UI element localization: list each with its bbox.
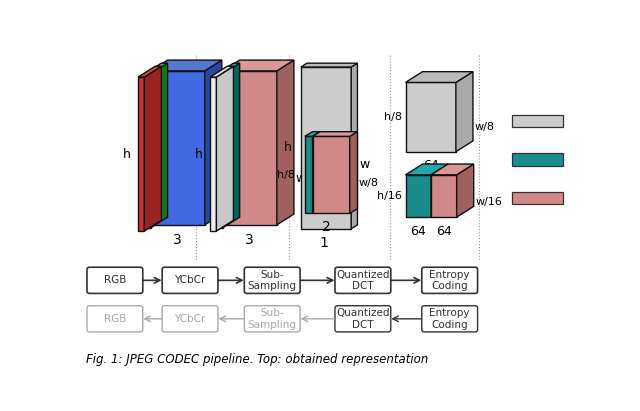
Polygon shape	[145, 63, 168, 74]
FancyBboxPatch shape	[513, 153, 563, 166]
Polygon shape	[406, 175, 431, 217]
Polygon shape	[223, 63, 239, 228]
Polygon shape	[406, 72, 473, 83]
Polygon shape	[312, 136, 349, 213]
FancyBboxPatch shape	[162, 306, 218, 332]
FancyBboxPatch shape	[162, 267, 218, 293]
Text: Sub-
Sampling: Sub- Sampling	[248, 270, 297, 291]
Polygon shape	[216, 63, 239, 74]
Text: RGB: RGB	[104, 314, 126, 324]
Text: w: w	[223, 172, 234, 185]
Polygon shape	[216, 74, 223, 228]
Text: 1: 1	[320, 236, 328, 249]
FancyBboxPatch shape	[244, 267, 300, 293]
Polygon shape	[150, 63, 168, 228]
Text: Entropy
Coding: Entropy Coding	[429, 270, 470, 291]
Polygon shape	[223, 60, 294, 71]
FancyBboxPatch shape	[513, 192, 563, 204]
Polygon shape	[301, 63, 358, 67]
Text: 64: 64	[436, 224, 452, 238]
Polygon shape	[456, 72, 473, 152]
Text: h/8: h/8	[278, 170, 296, 180]
FancyBboxPatch shape	[87, 306, 143, 332]
Text: Quantized
DCT: Quantized DCT	[336, 270, 390, 291]
Polygon shape	[145, 74, 150, 228]
Polygon shape	[150, 71, 205, 225]
Polygon shape	[205, 60, 222, 225]
FancyBboxPatch shape	[422, 267, 477, 293]
Text: Entropy
Coding: Entropy Coding	[429, 308, 470, 330]
Polygon shape	[406, 164, 448, 175]
Text: Sub-
Sampling: Sub- Sampling	[248, 308, 297, 330]
Polygon shape	[305, 136, 312, 213]
Polygon shape	[457, 164, 474, 217]
FancyBboxPatch shape	[513, 115, 563, 127]
Polygon shape	[431, 175, 457, 217]
FancyBboxPatch shape	[335, 267, 391, 293]
Polygon shape	[277, 60, 294, 225]
Text: 3: 3	[244, 233, 253, 247]
Text: 2: 2	[322, 220, 331, 234]
Text: Quantized
DCT: Quantized DCT	[336, 308, 390, 330]
Text: 64: 64	[423, 159, 438, 172]
Text: h/8: h/8	[383, 112, 402, 122]
Polygon shape	[150, 60, 222, 71]
Polygon shape	[312, 132, 320, 213]
Text: h: h	[195, 148, 202, 161]
Polygon shape	[301, 67, 351, 229]
Polygon shape	[210, 77, 216, 231]
Text: w: w	[359, 157, 369, 171]
Text: w/8: w/8	[359, 178, 379, 187]
Polygon shape	[312, 132, 358, 136]
Text: YCbCr: YCbCr	[174, 275, 205, 285]
Text: w: w	[296, 172, 306, 185]
Polygon shape	[216, 66, 234, 231]
Polygon shape	[431, 164, 474, 175]
Polygon shape	[138, 66, 161, 77]
Text: h/16: h/16	[377, 191, 402, 201]
Polygon shape	[351, 63, 358, 229]
Text: h: h	[122, 148, 131, 161]
FancyBboxPatch shape	[244, 306, 300, 332]
Text: Fig. 1: JPEG CODEC pipeline. Top: obtained representation: Fig. 1: JPEG CODEC pipeline. Top: obtain…	[86, 353, 429, 366]
Text: RGB: RGB	[104, 275, 126, 285]
Text: h: h	[284, 141, 292, 155]
Polygon shape	[210, 66, 234, 77]
Text: YCbCr: YCbCr	[174, 314, 205, 324]
Text: 3: 3	[173, 233, 181, 247]
Text: w/16: w/16	[476, 197, 502, 208]
FancyBboxPatch shape	[422, 306, 477, 332]
Polygon shape	[145, 66, 161, 231]
Text: w/8: w/8	[474, 122, 495, 132]
Polygon shape	[431, 164, 448, 217]
Polygon shape	[349, 132, 358, 213]
FancyBboxPatch shape	[87, 267, 143, 293]
Text: 64: 64	[410, 224, 426, 238]
Polygon shape	[138, 77, 145, 231]
FancyBboxPatch shape	[335, 306, 391, 332]
Polygon shape	[305, 132, 320, 136]
Polygon shape	[406, 83, 456, 152]
Polygon shape	[223, 71, 277, 225]
